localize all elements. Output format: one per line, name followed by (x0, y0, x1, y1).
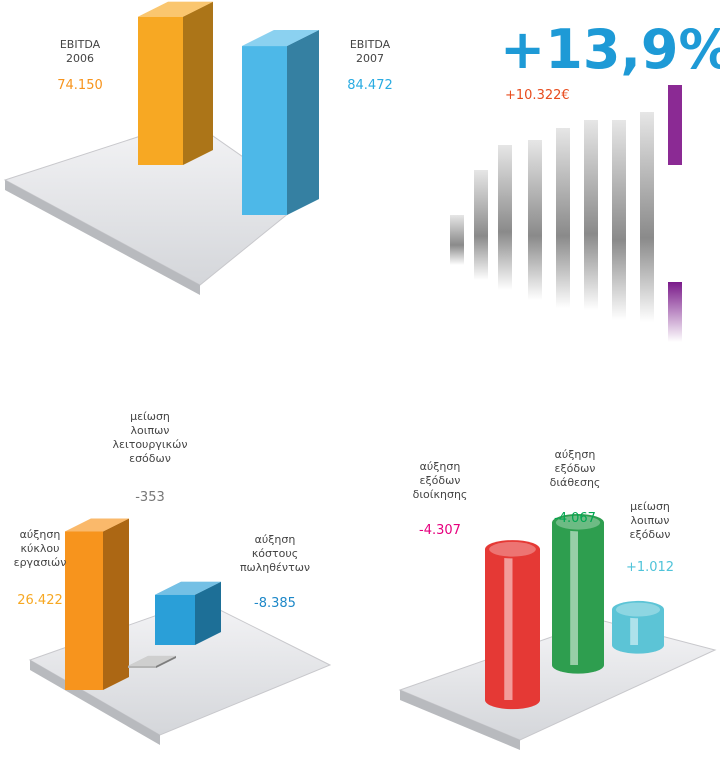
cyl-highlight (570, 523, 578, 665)
decorative-bars (450, 85, 682, 342)
category-label: EBITDA 2007 (310, 38, 430, 66)
deco-bar (556, 128, 570, 308)
category-label: EBITDA 2006 (20, 38, 140, 66)
deco-bar (668, 85, 682, 165)
bar-front (242, 46, 287, 215)
deco-bar (612, 120, 626, 320)
bar (612, 601, 664, 654)
bar (155, 582, 221, 645)
deco-bar (498, 145, 512, 290)
bar-front (138, 17, 183, 165)
deco-bar (474, 170, 488, 280)
graphics (0, 0, 720, 760)
bar-front (155, 595, 195, 645)
cyl-top-light (489, 542, 536, 557)
cyl-highlight (504, 549, 512, 700)
deco-bar (528, 140, 542, 300)
category-label: αύξηση κόστους πωληθέντων (215, 533, 335, 575)
value-label: +1.012 (590, 560, 710, 575)
category-label: αύξηση κύκλου εργασιών (0, 528, 100, 570)
value-label: -8.385 (215, 596, 335, 611)
category-label: αύξηση εξόδων διοίκησης (380, 460, 500, 502)
infographic: +13,9% +10.322€ EBITDA 2006 74.150 EBITDA … (0, 0, 720, 760)
deco-bar (668, 282, 682, 342)
deco-bar (450, 215, 464, 265)
bar-side-shade (103, 518, 129, 690)
deco-bar (640, 112, 654, 322)
category-label: αύξηση εξόδων διάθεσης (515, 448, 635, 490)
deco-bar (584, 120, 598, 310)
value-label: 74.150 (20, 78, 140, 93)
category-label: μείωση λοιπων εξόδων (590, 500, 710, 542)
bar (485, 540, 540, 709)
bar-front (128, 666, 156, 668)
annotation: +10.322€ (505, 88, 570, 103)
bar-side-shade (183, 2, 213, 165)
bar (138, 2, 213, 165)
value-label: 84.472 (310, 78, 430, 93)
value-label: 26.422 (0, 593, 100, 608)
cyl-top-light (616, 603, 660, 617)
value-label: -353 (90, 490, 210, 505)
value-label: -4.307 (380, 523, 500, 538)
bar (242, 30, 319, 215)
headline: +13,9% (500, 18, 720, 81)
category-label: μείωση λοιπων λειτουργικών εσόδων (90, 410, 210, 466)
